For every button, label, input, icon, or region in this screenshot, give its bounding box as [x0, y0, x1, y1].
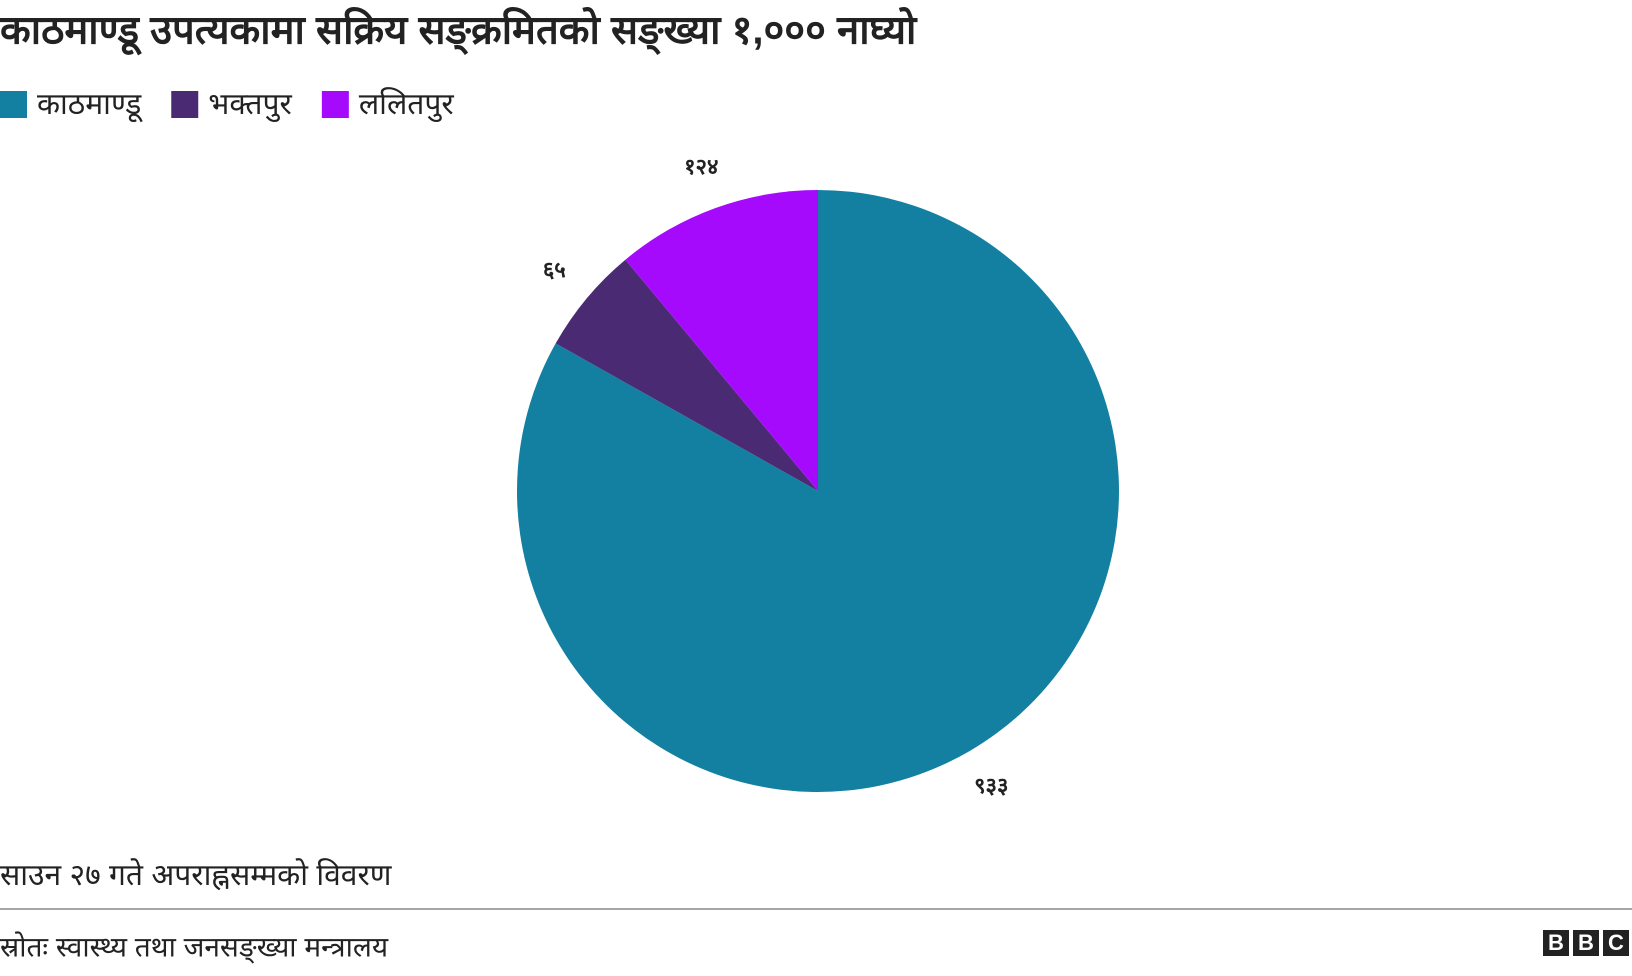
pie-slice [555, 259, 818, 491]
legend-swatch [171, 91, 199, 118]
legend-label: ललितपुर [359, 87, 455, 123]
pie-slice [625, 190, 818, 491]
legend-swatch [0, 91, 27, 118]
legend-label: भक्तपुर [208, 88, 292, 123]
chart-source: स्रोतः स्वास्थ्य तथा जनसङ्ख्या मन्त्रालय [0, 930, 389, 964]
legend-label: काठमाण्डू [37, 88, 143, 123]
chart-title: काठमाण्डू उपत्यकामा सक्रिय सङ्क्रमितको स… [0, 7, 918, 56]
data-label: ९३३ [974, 773, 1008, 798]
logo-box [1543, 930, 1569, 956]
logo-letter: B [1548, 930, 1564, 955]
data-label: ६५ [543, 257, 566, 282]
chart-note: साउन २७ गते अपराह्नसम्मको विवरण [0, 858, 393, 892]
logo-box [1573, 930, 1599, 956]
legend-swatch [321, 91, 349, 118]
logo-letter: B [1578, 930, 1594, 955]
logo-letter: C [1608, 930, 1624, 955]
logo-box [1603, 930, 1629, 956]
data-label: १२४ [684, 154, 718, 179]
